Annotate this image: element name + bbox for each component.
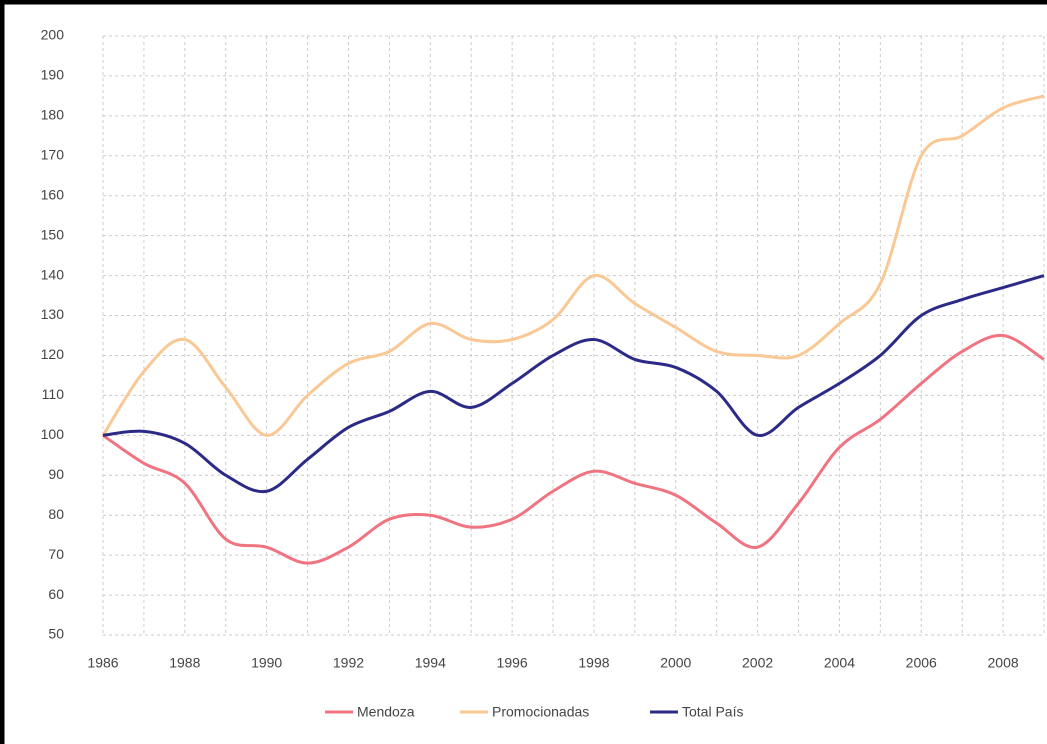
- legend-label: Promocionadas: [492, 704, 589, 720]
- x-tick-label: 2000: [660, 655, 691, 671]
- y-tick-label: 50: [48, 626, 64, 642]
- x-tick-label: 2004: [824, 655, 855, 671]
- x-tick-label: 1994: [415, 655, 446, 671]
- y-tick-label: 100: [41, 426, 65, 442]
- y-tick-label: 110: [42, 386, 65, 402]
- x-tick-label: 1986: [87, 655, 118, 671]
- series-line: [102, 274, 1045, 494]
- x-tick-label: 2002: [742, 655, 773, 671]
- x-tick-label: 1988: [169, 655, 200, 671]
- y-tick-label: 80: [48, 506, 64, 522]
- series-line: [102, 333, 1045, 565]
- y-tick-label: 180: [41, 107, 65, 123]
- y-tick-label: 170: [41, 147, 65, 163]
- y-tick-label: 200: [41, 27, 65, 43]
- legend-label: Mendoza: [357, 704, 415, 720]
- legend-label: Total País: [682, 704, 743, 720]
- y-tick-label: 70: [48, 546, 64, 562]
- y-tick-label: 120: [41, 346, 65, 362]
- y-tick-label: 90: [48, 466, 64, 482]
- x-tick-label: 2006: [906, 655, 937, 671]
- y-tick-label: 140: [41, 266, 65, 282]
- y-tick-label: 130: [41, 306, 65, 322]
- x-tick-label: 1996: [497, 655, 528, 671]
- x-tick-label: 1992: [333, 655, 364, 671]
- y-tick-label: 150: [41, 226, 65, 242]
- x-tick-label: 1990: [251, 655, 282, 671]
- y-tick-label: 190: [41, 67, 65, 83]
- y-tick-label: 60: [48, 586, 64, 602]
- y-tick-label: 160: [41, 186, 65, 202]
- series-line: [101, 94, 1045, 437]
- x-tick-label: 1998: [578, 655, 609, 671]
- x-tick-label: 2008: [988, 655, 1019, 671]
